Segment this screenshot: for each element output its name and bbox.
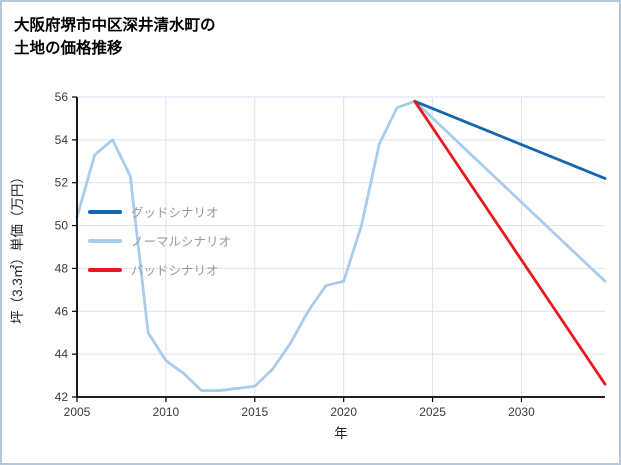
legend-label-good: グッドシナリオ (131, 206, 219, 220)
legend-label-bad: バッドシナリオ (131, 264, 219, 278)
y-axis-label: 坪（3.3㎡）単価（万円） (10, 170, 25, 324)
y-tick-label: 46 (55, 304, 69, 318)
chart-title: 大阪府堺市中区深井清水町の 土地の価格推移 (14, 14, 216, 61)
legend-item-good: グッドシナリオ (88, 202, 231, 221)
y-tick-label: 56 (55, 90, 69, 104)
legend-item-bad: バッドシナリオ (88, 260, 231, 279)
y-tick-label: 52 (55, 176, 69, 190)
x-tick-label: 2015 (241, 405, 268, 419)
series-line (413, 99, 607, 386)
legend-item-normal: ノーマルシナリオ (88, 231, 231, 250)
series-line (413, 99, 607, 180)
legend-swatch-good (88, 209, 122, 214)
y-tick-label: 50 (55, 219, 69, 233)
chart-title-line2: 土地の価格推移 (14, 40, 123, 58)
y-tick-label: 54 (55, 133, 69, 147)
legend-swatch-bad (88, 267, 122, 272)
x-tick-label: 2025 (419, 405, 446, 419)
y-tick-label: 44 (55, 347, 69, 361)
x-tick-label: 2020 (330, 405, 357, 419)
x-axis-label: 年 (334, 426, 348, 441)
chart-title-line1: 大阪府堺市中区深井清水町の (14, 17, 216, 34)
series-line (75, 99, 607, 392)
x-tick-label: 2030 (508, 405, 535, 419)
legend-label-normal: ノーマルシナリオ (131, 235, 232, 249)
legend: グッドシナリオ ノーマルシナリオ バッドシナリオ (88, 202, 231, 289)
y-tick-label: 48 (55, 261, 69, 275)
legend-swatch-normal (88, 238, 122, 243)
x-tick-label: 2005 (64, 405, 91, 419)
y-tick-label: 42 (55, 390, 69, 404)
x-tick-label: 2010 (153, 405, 180, 419)
